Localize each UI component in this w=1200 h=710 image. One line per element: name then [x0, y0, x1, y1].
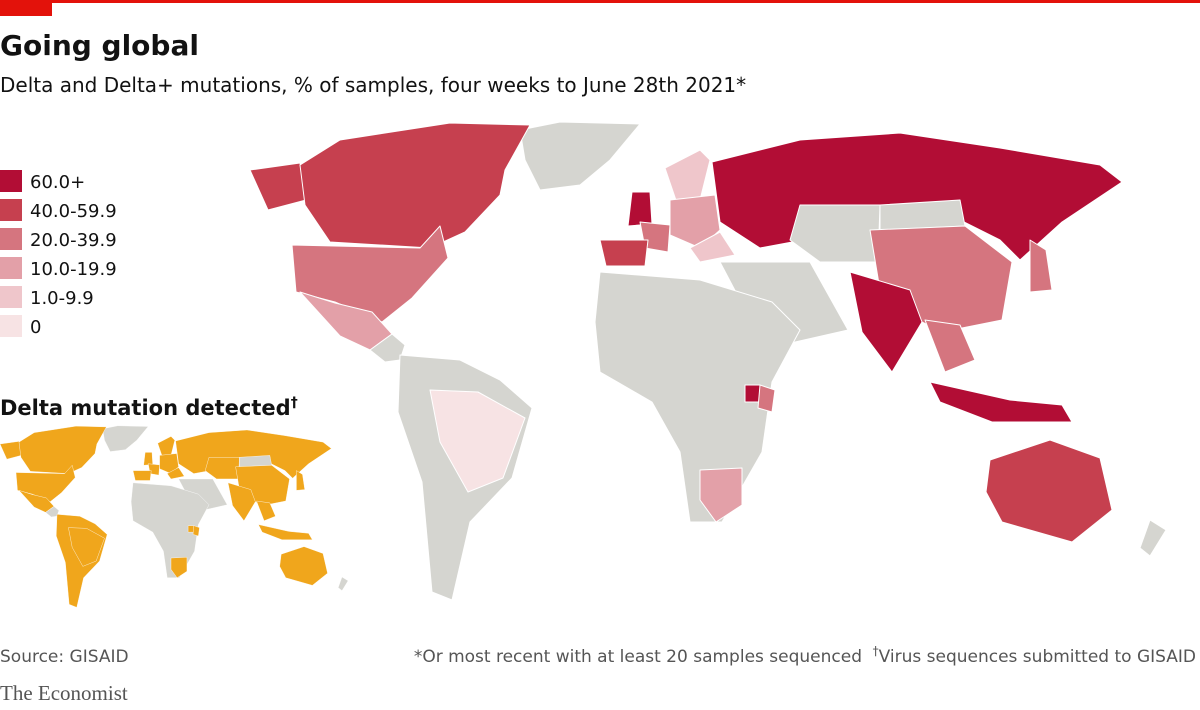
- subtitle: Delta and Delta+ mutations, % of samples…: [0, 73, 746, 97]
- inset-country: [18, 425, 107, 474]
- inset-title-text: Delta mutation detected: [0, 396, 291, 420]
- country: [1029, 239, 1053, 293]
- inset-country: [167, 467, 185, 480]
- inset-country: [192, 525, 200, 537]
- source: Source: GISAID: [0, 647, 129, 667]
- legend-label: 10.0-19.9: [30, 259, 117, 280]
- inset-country: [132, 470, 152, 481]
- inset-country: [338, 576, 349, 591]
- inset-country: [0, 441, 22, 460]
- country: [689, 231, 736, 263]
- legend-label: 0: [30, 317, 41, 338]
- inset-country: [296, 470, 305, 491]
- country: [299, 122, 531, 249]
- legend: 60.0+ 40.0-59.9 20.0-39.9 10.0-19.9 1.0-9.9 0: [0, 170, 117, 338]
- country: [849, 271, 923, 373]
- legend-swatch: [0, 170, 22, 192]
- top-tag: [0, 0, 52, 16]
- inset-map: [0, 425, 349, 608]
- footnote-2-text: Virus sequences submitted to GISAID: [879, 647, 1196, 667]
- inset-country: [68, 527, 105, 567]
- inset-title-mark: †: [291, 395, 298, 411]
- inset-country: [102, 425, 149, 452]
- country: [249, 162, 307, 211]
- inset-country: [258, 524, 313, 540]
- country: [789, 204, 881, 263]
- legend-label: 40.0-59.9: [30, 201, 117, 222]
- inset-title: Delta mutation detected†: [0, 395, 298, 420]
- country: [599, 239, 649, 267]
- legend-swatch: [0, 199, 22, 221]
- title: Going global: [0, 29, 199, 62]
- inset-country: [45, 506, 60, 518]
- inset-country: [256, 500, 276, 521]
- country: [519, 121, 641, 191]
- inset-country: [239, 455, 272, 467]
- country: [699, 467, 743, 523]
- country: [429, 389, 526, 493]
- legend-swatch: [0, 228, 22, 250]
- country: [924, 319, 976, 373]
- top-rule: [0, 0, 1200, 3]
- country: [594, 271, 801, 523]
- legend-swatch: [0, 315, 22, 337]
- footnote-1: *Or most recent with at least 20 samples…: [414, 647, 862, 667]
- country: [985, 439, 1113, 543]
- country: [369, 333, 406, 363]
- country: [757, 384, 776, 413]
- inset-country: [279, 546, 328, 586]
- country: [879, 199, 966, 231]
- legend-swatch: [0, 257, 22, 279]
- legend-label: 20.0-39.9: [30, 230, 117, 251]
- country: [929, 381, 1073, 423]
- inset-country: [170, 557, 188, 578]
- inset-country: [205, 457, 240, 480]
- legend-label: 1.0-9.9: [30, 288, 94, 309]
- country: [744, 384, 761, 403]
- brand: The Economist: [0, 681, 128, 705]
- footnote-2-mark: †: [873, 644, 879, 658]
- inset-country: [130, 482, 210, 578]
- inset-country: [143, 452, 153, 466]
- inset-country: [187, 525, 194, 533]
- world-map: [249, 121, 1167, 601]
- legend-swatch: [0, 286, 22, 308]
- country: [1139, 519, 1167, 557]
- country: [627, 191, 653, 227]
- legend-label: 60.0+: [30, 172, 85, 193]
- footnote-2: †Virus sequences submitted to GISAID: [873, 644, 1196, 667]
- inset-country: [227, 482, 256, 521]
